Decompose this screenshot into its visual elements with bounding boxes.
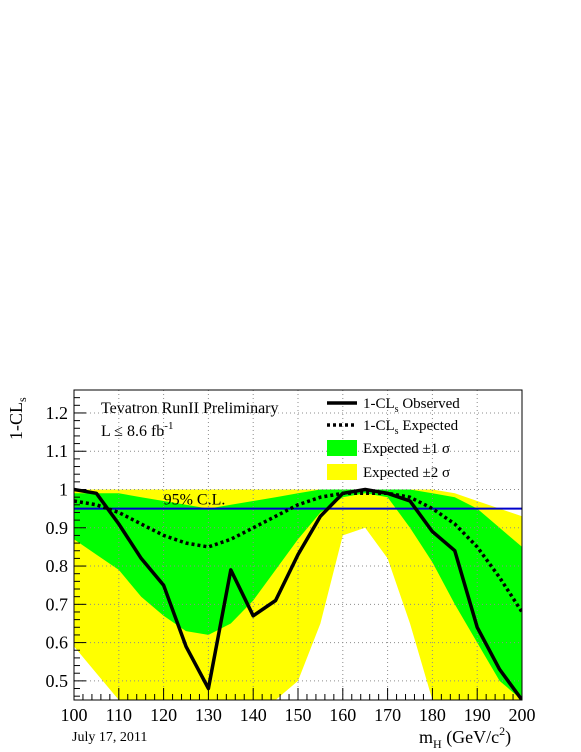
- observed-line: [74, 487, 522, 700]
- legend-entry-suffix: Expected: [399, 418, 459, 434]
- luminosity-text: L ≤ 8.6 fb: [101, 423, 164, 440]
- y-tick-label: 1.1: [46, 441, 69, 461]
- y-axis-label-main: 1-CL: [6, 402, 26, 440]
- cl95-label: 95% C.L.: [164, 492, 226, 509]
- y-tick-label: 0.6: [46, 633, 69, 653]
- legend-entry-prefix: 1-CL: [363, 396, 395, 412]
- legend-entry-prefix: Expected ±2: [363, 465, 442, 481]
- y-tick-label: 0.9: [46, 518, 69, 538]
- x-axis-label: mH (GeV/c2): [419, 724, 511, 751]
- legend-entry-suffix: Observed: [399, 396, 461, 412]
- legend-entry-label: Expected ±2 σ: [363, 465, 450, 481]
- legend-entry-prefix: 1-CL: [363, 418, 395, 434]
- x-axis-label-main: m: [419, 727, 433, 747]
- legend-two-sigma-swatch: [327, 464, 357, 480]
- x-tick-label: 120: [150, 705, 177, 725]
- y-tick-label: 1: [59, 480, 68, 500]
- x-axis-label-units: (GeV/c: [442, 727, 499, 748]
- chart-title: Tevatron RunII Preliminary: [101, 400, 279, 417]
- legend-entry-label: 1-CLs Expected: [363, 418, 459, 437]
- legend-entry-sub: s: [395, 426, 399, 437]
- x-tick-label: 190: [464, 705, 491, 725]
- y-tick-label: 0.7: [46, 594, 69, 614]
- x-tick-label: 160: [329, 705, 356, 725]
- luminosity-sup: -1: [164, 420, 173, 432]
- x-tick-label: 140: [240, 705, 267, 725]
- x-axis-label-sub: H: [433, 737, 442, 751]
- legend-entry-suffix: σ: [442, 441, 450, 457]
- legend-entry-label: Expected ±1 σ: [363, 441, 450, 457]
- plot-area: 95% C.L.: [74, 390, 522, 700]
- x-tick-label: 180: [419, 705, 446, 725]
- x-tick-label: 100: [61, 705, 88, 725]
- y-tick-label: 0.5: [46, 671, 69, 691]
- x-tick-label: 200: [509, 705, 536, 725]
- y-tick-label: 1.2: [46, 403, 69, 423]
- tick-labels: 100 110 120 130 140 150 160 170 180 190 200 0.5 0.6 0…: [46, 403, 536, 725]
- legend-entry-suffix: σ: [442, 465, 450, 481]
- legend-entry-label: 1-CLs Observed: [363, 396, 460, 415]
- legend-entry-prefix: Expected ±1: [363, 441, 442, 457]
- expected-line: [74, 491, 522, 613]
- x-tick-label: 110: [106, 705, 132, 725]
- luminosity-label: L ≤ 8.6 fb-1: [101, 420, 173, 440]
- y-axis-label-sub: s: [15, 397, 29, 402]
- x-tick-label: 130: [195, 705, 222, 725]
- x-axis-label-close: ): [505, 727, 511, 748]
- date-label: July 17, 2011: [72, 730, 147, 745]
- y-tick-label: 0.8: [46, 556, 69, 576]
- x-tick-label: 170: [374, 705, 401, 725]
- x-axis-label-sup: 2: [499, 724, 505, 738]
- x-tick-label: 150: [285, 705, 312, 725]
- legend-entry-sub: s: [395, 404, 399, 415]
- ticks: [73, 397, 523, 700]
- legend-one-sigma-swatch: [327, 440, 357, 456]
- y-axis-label: 1-CLs: [6, 397, 29, 440]
- plot-clipped: [74, 390, 522, 700]
